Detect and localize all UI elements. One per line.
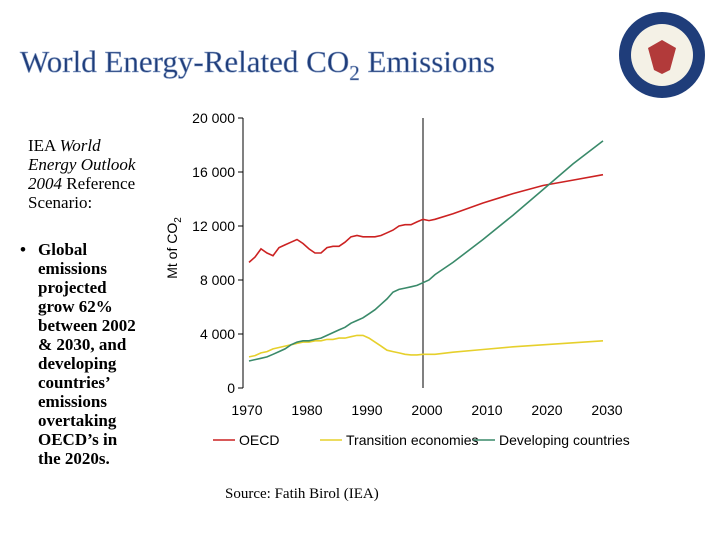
intro-text: IEA [28, 136, 60, 155]
seal [619, 12, 705, 98]
y-axis-sub: 2 [173, 217, 184, 223]
y-tick-label: 8 000 [200, 272, 235, 288]
y-tick-label: 0 [227, 380, 235, 396]
title-sub: 2 [349, 61, 360, 85]
title-text: Emissions [360, 44, 495, 79]
series-line [248, 334, 604, 358]
legend-label: OECD [239, 432, 279, 448]
series-line [248, 140, 604, 362]
series-line [248, 173, 604, 263]
y-tick-label: 12 000 [192, 218, 235, 234]
y-tick-label: 20 000 [192, 110, 235, 126]
y-axis-title: Mt of CO2 [164, 217, 184, 279]
x-tick-label: 2010 [471, 402, 502, 418]
x-tick-label: 1970 [231, 402, 262, 418]
y-tick-label: 16 000 [192, 164, 235, 180]
legend-label: Transition economies [346, 432, 479, 448]
y-axis-text: Mt of CO [164, 223, 180, 279]
x-tick-label: 2030 [591, 402, 622, 418]
sidebar: IEA World Energy Outlook 2004 Reference … [20, 136, 150, 468]
title-text: World Energy-Related CO [20, 44, 349, 79]
intro: IEA World Energy Outlook 2004 Reference … [20, 136, 150, 212]
bullet: • Global emissions projected grow 62% bet… [20, 240, 150, 468]
intro-text: Reference Scenario: [28, 174, 136, 212]
x-tick-label: 2000 [411, 402, 442, 418]
seal-shield [648, 40, 676, 74]
x-tick-label: 1980 [291, 402, 322, 418]
bullet-text: Global emissions projected grow 62% betw… [38, 240, 136, 468]
source: Source: Fatih Birol (IEA) [225, 486, 379, 502]
slide-title: World Energy-Related CO2 Emissions [20, 44, 495, 85]
y-tick-label: 4 000 [200, 326, 235, 342]
legend-label: Developing countries [499, 432, 630, 448]
intro-italic: World Energy Outlook 2004 [28, 136, 136, 193]
x-tick-label: 1990 [351, 402, 382, 418]
x-tick-label: 2020 [531, 402, 562, 418]
